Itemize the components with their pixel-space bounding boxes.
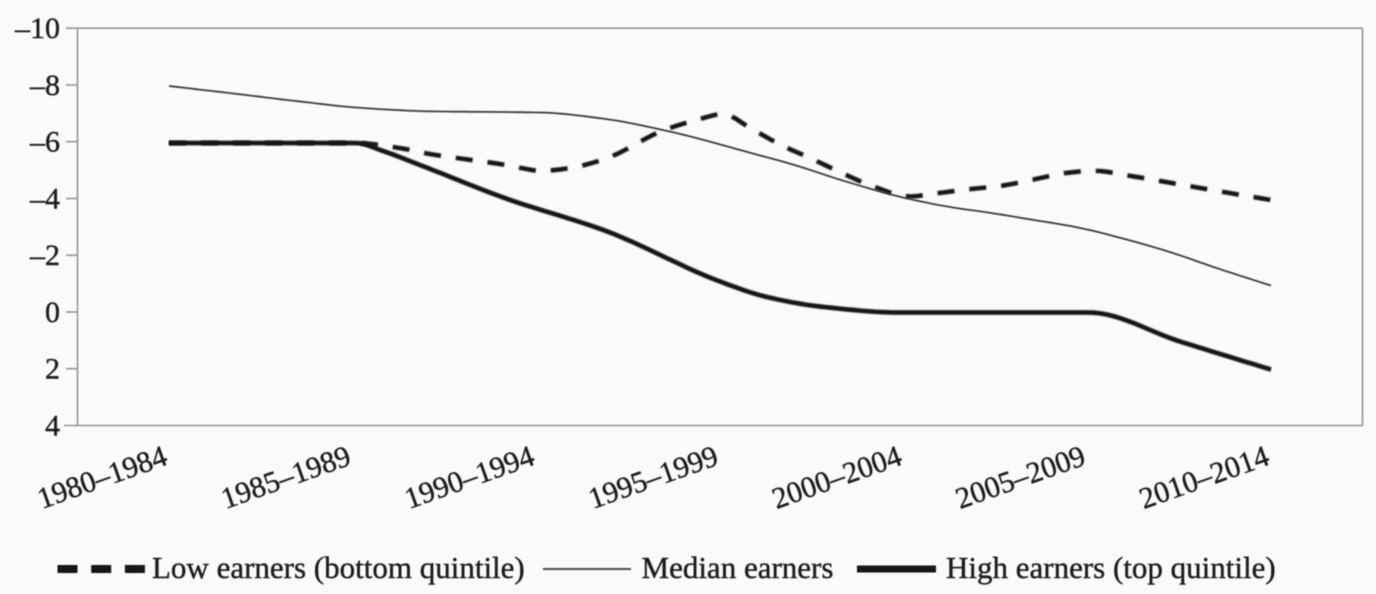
svg-text:–8: –8 (29, 69, 60, 102)
svg-text:2005–2009: 2005–2009 (951, 439, 1089, 515)
svg-text:–10: –10 (14, 12, 60, 45)
svg-text:2010–2014: 2010–2014 (1135, 439, 1273, 515)
svg-text:1995–1999: 1995–1999 (584, 439, 722, 515)
svg-text:2000–2004: 2000–2004 (768, 439, 906, 515)
svg-text:–6: –6 (29, 126, 60, 159)
svg-text:1985–1989: 1985–1989 (217, 439, 355, 515)
svg-text:1990–1994: 1990–1994 (400, 439, 538, 515)
svg-text:High earners (top quintile): High earners (top quintile) (946, 550, 1276, 585)
svg-text:2: 2 (45, 353, 60, 386)
svg-text:–4: –4 (29, 183, 60, 216)
svg-text:1980–1984: 1980–1984 (33, 439, 171, 515)
svg-text:–2: –2 (29, 239, 60, 272)
svg-text:0: 0 (45, 296, 60, 329)
svg-text:Median earners: Median earners (642, 550, 834, 585)
svg-text:4: 4 (45, 410, 60, 443)
svg-text:Low earners (bottom quintile): Low earners (bottom quintile) (152, 550, 525, 585)
